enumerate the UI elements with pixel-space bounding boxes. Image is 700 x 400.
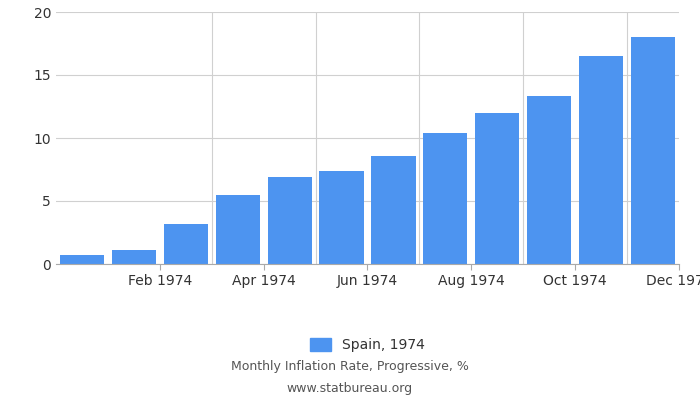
Bar [267,177,312,264]
Bar [216,195,260,264]
Bar [527,96,571,264]
Bar [372,156,416,264]
Bar [112,250,156,264]
Bar [164,224,208,264]
Bar [475,113,519,264]
Bar [319,171,363,264]
Legend: Spain, 1974: Spain, 1974 [304,333,430,358]
Text: Monthly Inflation Rate, Progressive, %: Monthly Inflation Rate, Progressive, % [231,360,469,373]
Bar [631,37,675,264]
Bar [579,56,623,264]
Text: www.statbureau.org: www.statbureau.org [287,382,413,395]
Bar [424,133,468,264]
Bar [60,255,104,264]
